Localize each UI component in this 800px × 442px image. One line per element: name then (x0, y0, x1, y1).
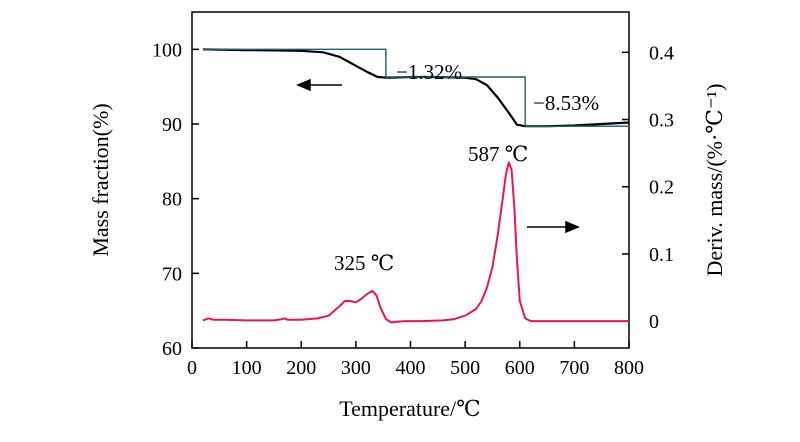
x-tick-label: 0 (187, 357, 197, 379)
annotation-mass-loss-1: −1.32% (396, 60, 462, 84)
y-right-tick-label: 0.4 (649, 42, 674, 64)
y-axis-left-title: Mass fraction(%) (88, 103, 113, 256)
x-axis-title: Temperature/℃ (339, 396, 481, 421)
axis-ticks (191, 48, 630, 349)
y-right-tick-label: 0 (649, 311, 659, 333)
x-tick-label: 200 (286, 357, 316, 379)
annotation-mass-loss-2: −8.53% (533, 91, 599, 115)
y-right-tick-label: 0.3 (649, 110, 674, 132)
x-tick-label: 700 (559, 357, 589, 379)
x-tick-label: 400 (396, 357, 426, 379)
x-tick-label: 800 (614, 357, 644, 379)
left-axis-arrow (296, 78, 342, 92)
y-left-tick-label: 100 (152, 39, 182, 61)
x-tick-label: 600 (505, 357, 535, 379)
y-left-tick-label: 70 (162, 263, 182, 285)
right-axis-arrow (527, 220, 580, 234)
x-tick-label: 500 (450, 357, 480, 379)
y-left-tick-label: 80 (162, 189, 182, 211)
series-line-2 (202, 161, 629, 324)
x-tick-label: 300 (341, 357, 371, 379)
annotation-peak-325: 325 ℃ (334, 251, 394, 275)
y-axis-right-title: Deriv. mass/(%·℃⁻¹) (702, 84, 727, 277)
y-right-tick-label: 0.1 (649, 244, 674, 266)
series-layer (202, 48, 630, 324)
series-line-1 (202, 48, 629, 127)
x-tick-label: 100 (232, 357, 262, 379)
y-left-tick-label: 90 (162, 114, 182, 136)
annotation-peak-587: 587 ℃ (468, 142, 528, 166)
y-left-tick-label: 60 (162, 338, 182, 360)
axis-tick-labels: 0 100 200 300 400 500 600 700 800 60 70 80 90 100 0 0.1… (152, 39, 674, 379)
y-right-tick-label: 0.2 (649, 177, 674, 199)
